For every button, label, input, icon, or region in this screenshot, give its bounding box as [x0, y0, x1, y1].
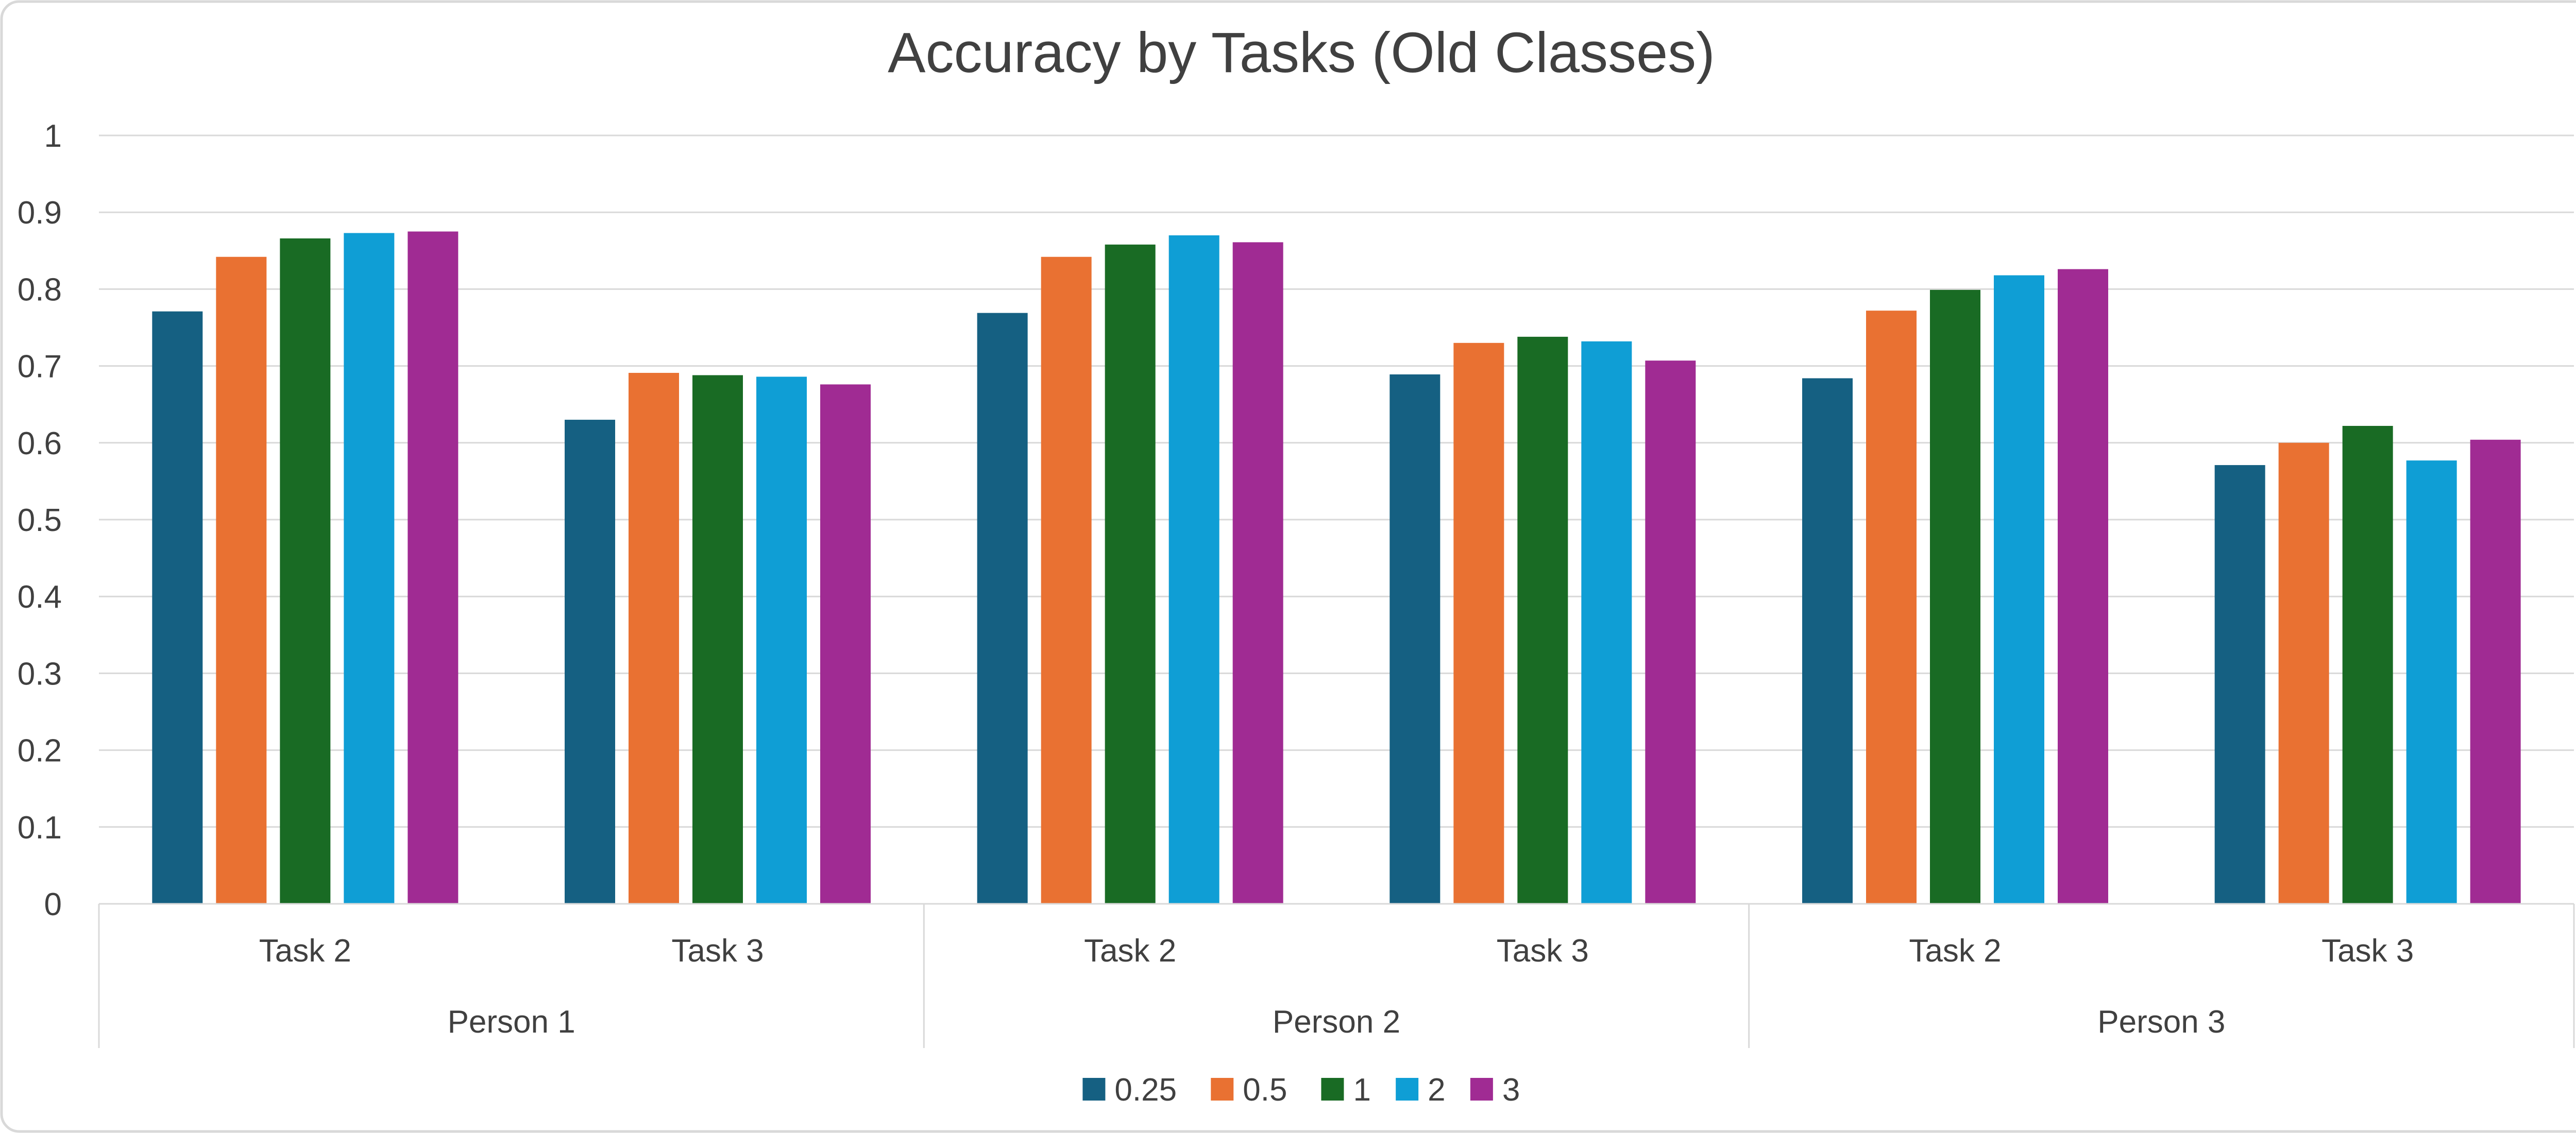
bar [1802, 378, 1853, 904]
x-tick-label: Task 3 [671, 933, 764, 969]
bar [344, 233, 395, 904]
bars [152, 231, 2521, 904]
y-tick-label: 0.7 [18, 349, 62, 385]
bar [1453, 342, 1504, 904]
bar [820, 384, 871, 904]
bar [2278, 442, 2329, 904]
bar [1581, 341, 1632, 904]
y-tick-label: 0.4 [18, 579, 62, 615]
legend-item: 3 [1470, 1072, 1520, 1108]
bar [692, 375, 743, 904]
bar [408, 231, 459, 904]
bar [1930, 289, 1980, 904]
bar [1517, 336, 1568, 904]
bar [977, 313, 1028, 904]
y-tick-label: 0.5 [18, 503, 62, 538]
bar [2470, 439, 2521, 904]
legend-label: 2 [1428, 1072, 1445, 1108]
y-tick-label: 0.8 [18, 272, 62, 307]
bar [1994, 275, 2044, 904]
legend-item: 0.5 [1211, 1072, 1287, 1108]
legend-swatch [1321, 1078, 1344, 1101]
x-axis: Task 2 Task 3 Task 2 Task 3 Task 2 Task 3 Pers… [98, 903, 2575, 1048]
bar [629, 373, 679, 904]
bar [1866, 311, 1917, 904]
gridlines [99, 134, 2574, 828]
bar [756, 376, 807, 904]
bar [2058, 269, 2108, 904]
legend-swatch [1082, 1078, 1106, 1101]
x-tick-label: Task 2 [1084, 933, 1176, 969]
legend: 0.25 0.5 1 2 3 [1082, 1072, 1520, 1108]
legend-label: 0.5 [1243, 1072, 1287, 1108]
x-tick-label: Task 2 [259, 933, 351, 969]
bar [2342, 425, 2393, 904]
y-axis-ticks: 0 0.1 0.2 0.3 0.4 0.5 0.6 0.7 0.8 0.9 1 [18, 118, 62, 922]
y-tick-label: 0.2 [18, 733, 62, 769]
y-tick-label: 0.6 [18, 426, 62, 461]
bar [1389, 374, 1440, 904]
y-tick-label: 0 [44, 887, 62, 922]
bar [565, 420, 615, 904]
x-tick-label: Task 3 [1497, 933, 1589, 969]
bar [2214, 465, 2265, 904]
bar [216, 256, 267, 904]
bar [1041, 256, 1092, 904]
x-tick-label: Task 3 [2321, 933, 2414, 969]
legend-swatch [1211, 1078, 1234, 1101]
y-tick-label: 0.9 [18, 195, 62, 231]
legend-label: 0.25 [1114, 1072, 1177, 1108]
legend-label: 1 [1353, 1072, 1370, 1108]
x-group-label: Person 1 [448, 1004, 575, 1040]
x-tick-label: Task 2 [1909, 933, 2001, 969]
chart-title: Accuracy by Tasks (Old Classes) [888, 21, 1715, 84]
bar [1645, 360, 1696, 904]
bar [1105, 244, 1156, 904]
y-tick-label: 0.1 [18, 810, 62, 846]
bar [152, 311, 203, 904]
legend-label: 3 [1502, 1072, 1520, 1108]
bar [1232, 242, 1283, 904]
bar [2406, 460, 2457, 904]
legend-swatch [1396, 1078, 1419, 1101]
bar [1168, 235, 1219, 904]
y-tick-label: 0.3 [18, 656, 62, 692]
legend-item: 2 [1396, 1072, 1446, 1108]
legend-item: 1 [1321, 1072, 1371, 1108]
legend-swatch [1470, 1078, 1493, 1101]
legend-item: 0.25 [1082, 1072, 1177, 1108]
bar [280, 238, 331, 904]
x-group-label: Person 3 [2097, 1004, 2225, 1040]
y-tick-label: 1 [44, 118, 62, 154]
x-group-label: Person 2 [1273, 1004, 1400, 1040]
